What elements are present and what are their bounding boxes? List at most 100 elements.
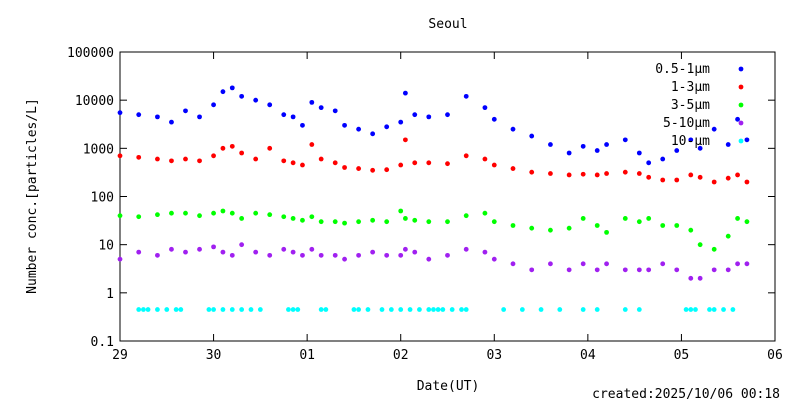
- data-point: [566, 150, 572, 156]
- data-point: [309, 246, 315, 252]
- data-point: [155, 156, 160, 162]
- data-point: [155, 252, 160, 258]
- data-point: [688, 137, 694, 143]
- data-point: [398, 307, 404, 312]
- data-point: [721, 307, 726, 312]
- data-point: [211, 244, 216, 250]
- data-point: [674, 177, 680, 183]
- data-point: [197, 158, 202, 164]
- x-tick-label: 05: [674, 348, 690, 363]
- data-point: [332, 252, 338, 258]
- data-point: [318, 252, 324, 258]
- data-point: [356, 252, 362, 258]
- y-tick-label: 100: [91, 191, 114, 206]
- data-point: [735, 261, 740, 267]
- data-point: [463, 153, 469, 159]
- data-point: [417, 307, 422, 312]
- data-point: [281, 112, 287, 118]
- data-point: [318, 307, 324, 312]
- data-point: [117, 110, 123, 116]
- data-point: [267, 252, 273, 258]
- data-point: [300, 162, 305, 168]
- data-point: [248, 307, 254, 312]
- data-point: [711, 307, 717, 312]
- series-3: [117, 242, 750, 281]
- data-point: [725, 233, 731, 239]
- data-point: [538, 307, 544, 312]
- data-point: [688, 227, 694, 233]
- data-point: [239, 216, 245, 221]
- data-point: [183, 108, 188, 114]
- data-point: [384, 124, 390, 130]
- data-point: [257, 307, 263, 312]
- data-point: [730, 307, 736, 312]
- data-point: [197, 246, 202, 252]
- data-point: [529, 225, 535, 231]
- data-point: [370, 131, 376, 137]
- data-point: [426, 219, 432, 225]
- data-point: [510, 126, 516, 132]
- data-point: [155, 114, 160, 120]
- data-point: [332, 108, 338, 114]
- data-point: [674, 267, 680, 273]
- data-point: [604, 261, 609, 267]
- data-point: [711, 246, 717, 252]
- data-point: [402, 246, 408, 252]
- data-point: [309, 214, 315, 220]
- data-point: [463, 213, 469, 219]
- data-point: [169, 158, 174, 164]
- data-point: [402, 137, 408, 143]
- series-2: [117, 208, 750, 252]
- x-tick-label: 01: [299, 348, 315, 363]
- x-tick-label: 03: [486, 348, 502, 363]
- data-point: [220, 249, 226, 255]
- data-point: [253, 210, 259, 216]
- data-point: [580, 307, 586, 312]
- data-point: [426, 307, 432, 312]
- data-point: [384, 167, 390, 173]
- data-point: [356, 126, 362, 132]
- data-point: [482, 249, 488, 255]
- data-point: [674, 223, 680, 228]
- data-point: [183, 156, 188, 162]
- data-point: [683, 307, 689, 312]
- y-tick-label: 10000: [75, 94, 114, 109]
- data-point: [463, 93, 469, 99]
- series-4: [136, 307, 736, 312]
- data-point: [220, 307, 226, 312]
- data-point: [290, 216, 296, 221]
- data-point: [445, 161, 450, 167]
- data-point: [412, 217, 418, 223]
- data-point: [323, 307, 329, 312]
- y-axis-label: Number conc.[particles/L]: [25, 98, 40, 294]
- data-point: [229, 252, 235, 258]
- legend-marker: [738, 102, 744, 108]
- data-point: [711, 126, 717, 132]
- data-point: [660, 156, 666, 162]
- data-point: [136, 249, 142, 255]
- data-point: [169, 119, 174, 125]
- data-point: [356, 219, 362, 225]
- data-point: [402, 90, 408, 96]
- data-point: [145, 307, 151, 312]
- data-point: [206, 307, 212, 312]
- legend-marker: [738, 120, 744, 126]
- data-point: [164, 307, 170, 312]
- legend-label: 1-3μm: [671, 80, 710, 95]
- data-point: [388, 307, 394, 312]
- data-point: [229, 143, 235, 149]
- data-point: [501, 307, 507, 312]
- data-point: [622, 307, 628, 312]
- data-point: [342, 122, 347, 128]
- data-point: [412, 160, 418, 166]
- data-point: [529, 169, 535, 175]
- data-point: [267, 212, 273, 218]
- data-point: [426, 160, 432, 166]
- data-point: [636, 219, 642, 225]
- data-point: [300, 252, 305, 258]
- data-point: [281, 246, 287, 252]
- data-point: [290, 160, 296, 166]
- data-point: [594, 223, 600, 228]
- data-point: [318, 156, 324, 162]
- data-point: [725, 267, 731, 273]
